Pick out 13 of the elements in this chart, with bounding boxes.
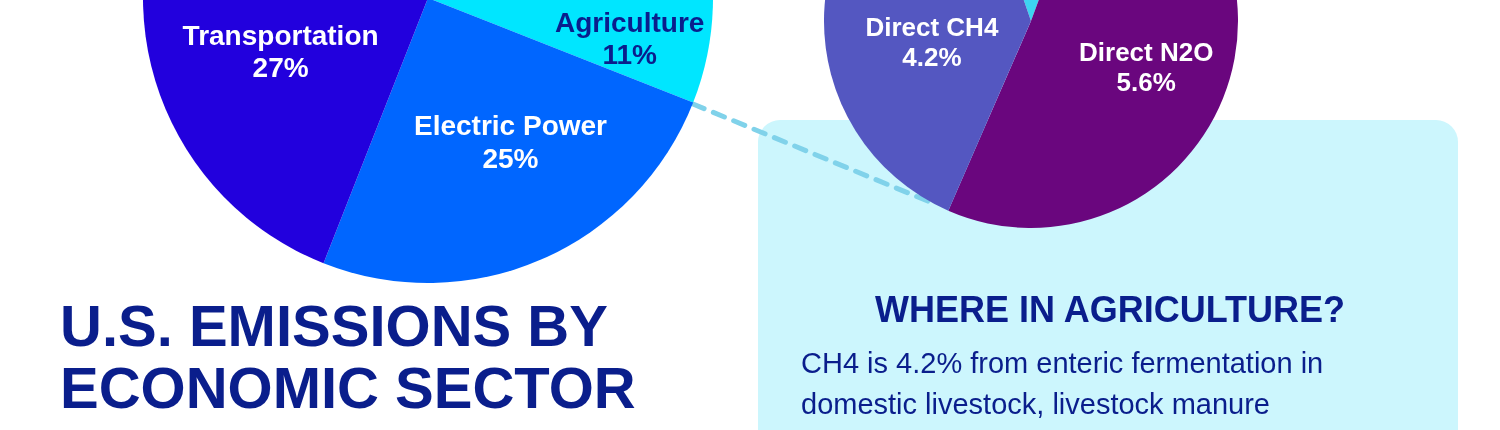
data-label: 4.2% (902, 41, 962, 72)
data-label: 25% (482, 142, 539, 174)
data-label: 5.6% (1116, 67, 1176, 98)
data-label: 27% (252, 52, 309, 84)
slice-label: Direct N2O (1079, 37, 1214, 68)
slice-label: Transportation (182, 20, 379, 52)
text: U.S. EMISSIONS BY ECONOMIC SECTOR (60, 293, 636, 420)
slice-label: Agriculture (555, 7, 705, 38)
data-label: 11% (602, 39, 658, 71)
text: CH4 is 4.2% from enteric fermentation in domestic livestock, livestock manure (801, 347, 1324, 420)
text: WHERE IN AGRICULTURE? (875, 289, 1345, 330)
slice-label: Direct CH4 (865, 12, 999, 42)
slice-label: Electric Power (414, 110, 608, 142)
